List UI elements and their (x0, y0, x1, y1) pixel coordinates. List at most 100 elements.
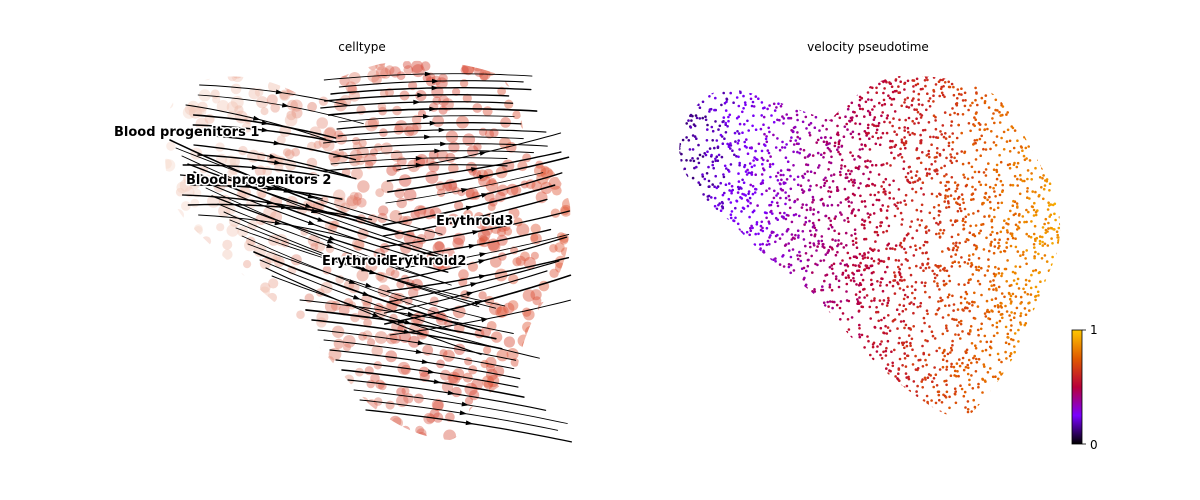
cell-point (768, 222, 771, 225)
cell-point (1006, 403, 1010, 406)
cell-point (874, 163, 878, 167)
cell-point (845, 290, 848, 293)
cell-point (864, 383, 868, 386)
cell-point (237, 322, 249, 334)
cell-point (838, 116, 842, 120)
cell-point (993, 78, 996, 82)
cell-point (858, 104, 861, 108)
cell-point (1019, 178, 1022, 181)
cell-point (753, 191, 757, 194)
cell-point (760, 284, 763, 288)
cell-point (758, 392, 761, 396)
cell-point (745, 75, 749, 77)
cell-point (811, 154, 815, 157)
cell-point (277, 334, 286, 343)
cell-point (363, 318, 372, 328)
cell-point (1065, 359, 1068, 362)
cell-point (498, 252, 507, 261)
cell-point (745, 173, 749, 176)
cell-point (350, 312, 360, 323)
cell-point (749, 183, 752, 187)
cell-point (904, 141, 908, 145)
cell-point (767, 283, 771, 287)
cell-point (785, 382, 788, 386)
cell-point (738, 161, 741, 165)
cell-point (993, 238, 997, 241)
cell-point (757, 323, 760, 327)
cell-point (685, 211, 689, 215)
cell-point (939, 264, 942, 268)
cell-point (972, 398, 975, 402)
cell-point (928, 295, 931, 299)
cell-point (913, 296, 917, 300)
cell-point (789, 174, 792, 178)
cell-point (448, 162, 459, 174)
cell-point (1015, 403, 1018, 407)
cell-point (317, 67, 331, 81)
cell-point (738, 148, 741, 151)
cell-point (234, 105, 244, 115)
cell-point (736, 191, 740, 194)
cell-point (953, 369, 957, 373)
cell-point (796, 362, 800, 366)
cell-point (854, 241, 858, 244)
cell-point (715, 396, 719, 400)
cell-point (707, 404, 711, 408)
cell-point (179, 393, 190, 404)
cell-point (688, 263, 692, 266)
cell-point (512, 110, 521, 120)
cell-point (818, 164, 821, 167)
cell-point (943, 283, 946, 287)
cell-point (716, 220, 719, 223)
cell-point (1054, 183, 1058, 187)
cell-point (837, 239, 840, 242)
cell-point (546, 122, 559, 135)
cell-point (695, 255, 699, 258)
cell-point (834, 253, 838, 257)
cell-point (719, 181, 722, 185)
cell-point (766, 279, 769, 282)
cell-point (822, 91, 826, 95)
cell-point (502, 431, 515, 441)
cell-point (967, 122, 971, 125)
cell-point (1052, 228, 1055, 231)
cell-point (790, 233, 794, 236)
cell-point (754, 328, 758, 332)
cell-point (904, 372, 908, 375)
cell-point (1053, 212, 1056, 216)
cell-point (695, 116, 699, 120)
cell-point (707, 237, 711, 241)
stream-arrowhead (468, 244, 477, 249)
cell-point (322, 265, 332, 275)
cell-point (797, 234, 800, 237)
cell-point (380, 68, 391, 79)
cell-point (1054, 218, 1057, 222)
cell-point (226, 101, 239, 113)
cell-point (808, 336, 812, 340)
cell-point (1048, 78, 1051, 82)
cell-point (798, 214, 801, 218)
cell-point (850, 201, 853, 204)
cell-point (165, 312, 168, 325)
cell-point (1059, 138, 1061, 142)
cell-point (974, 86, 977, 90)
cell-point (730, 191, 733, 195)
cell-point (782, 265, 786, 268)
cell-point (237, 226, 249, 238)
cell-point (552, 82, 564, 94)
cell-point (226, 224, 239, 237)
cell-point (776, 279, 780, 282)
cell-point (807, 258, 810, 262)
cell-point (981, 377, 984, 381)
cell-point (868, 113, 872, 117)
cell-point (829, 190, 833, 194)
cell-point (762, 326, 765, 330)
cell-point (1017, 96, 1020, 99)
cell-point (988, 195, 991, 199)
cell-point (957, 92, 961, 96)
cell-point (975, 361, 979, 364)
cell-point (1003, 295, 1006, 299)
cell-point (762, 305, 766, 309)
cell-point (1062, 294, 1065, 297)
cell-point (1026, 292, 1029, 296)
